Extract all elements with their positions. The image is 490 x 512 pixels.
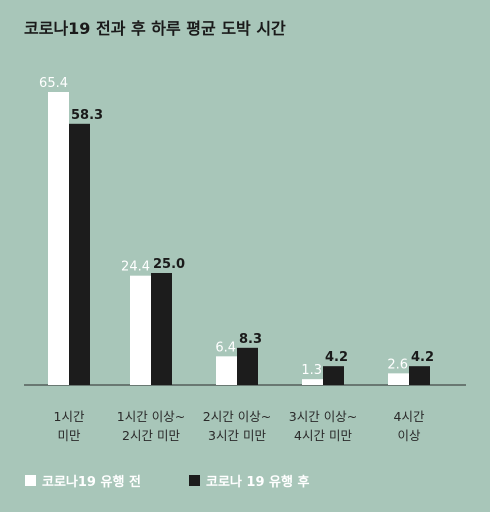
data-label-before-3: 1.3 [301,363,322,378]
data-label-before-1: 24.4 [121,260,150,275]
bar-after-1 [151,272,172,385]
x-tick-label-4-line-1: 이상 [397,428,421,443]
legend-label-before: 코로나19 유행 전 [42,474,141,490]
bar-before-1 [130,275,151,385]
bar-after-0 [69,123,90,385]
legend-label-after: 코로나 19 유행 후 [206,474,309,490]
x-tick-label-3-line-0: 3시간 이상~ [289,409,357,424]
data-label-before-2: 6.4 [215,340,236,355]
x-tick-label-0-line-1: 미만 [57,428,81,443]
x-tick-label-4-line-0: 4시간 [394,409,425,424]
bar-before-4 [388,373,409,385]
data-label-after-0: 58.3 [71,108,103,123]
legend-swatch-before [25,475,36,486]
data-label-after-2: 8.3 [239,332,262,347]
bar-after-2 [237,347,258,385]
data-labels-layer: 65.458.324.4 25.06.48.31.34.2 2.6 4.2 [39,76,434,378]
data-label-before-4: 2.6 [387,357,408,372]
bar-before-2 [216,356,237,385]
x-tick-label-0-line-0: 1시간 [54,409,85,424]
chart-title: 코로나19 전과 후 하루 평균 도박 시간 [24,19,286,38]
x-tick-label-1-line-0: 1시간 이상~ [117,409,185,424]
legend: 코로나19 유행 전 코로나 19 유행 후 [25,474,309,490]
data-label-after-4: 4.2 [411,350,434,365]
bars-layer [48,92,430,385]
bar-after-3 [323,366,344,385]
x-tick-label-2-line-0: 2시간 이상~ [203,409,271,424]
bar-before-3 [302,379,323,385]
bar-after-4 [409,366,430,385]
x-tick-label-2-line-1: 3시간 미만 [208,428,266,443]
data-label-after-3: 4.2 [325,350,348,365]
data-label-after-1: 25.0 [153,257,185,272]
legend-swatch-after [189,475,200,486]
x-tick-label-3-line-1: 4시간 미만 [294,428,352,443]
data-label-before-0: 65.4 [39,76,68,91]
x-tick-label-1-line-1: 2시간 미만 [122,428,180,443]
bar-before-0 [48,92,69,385]
